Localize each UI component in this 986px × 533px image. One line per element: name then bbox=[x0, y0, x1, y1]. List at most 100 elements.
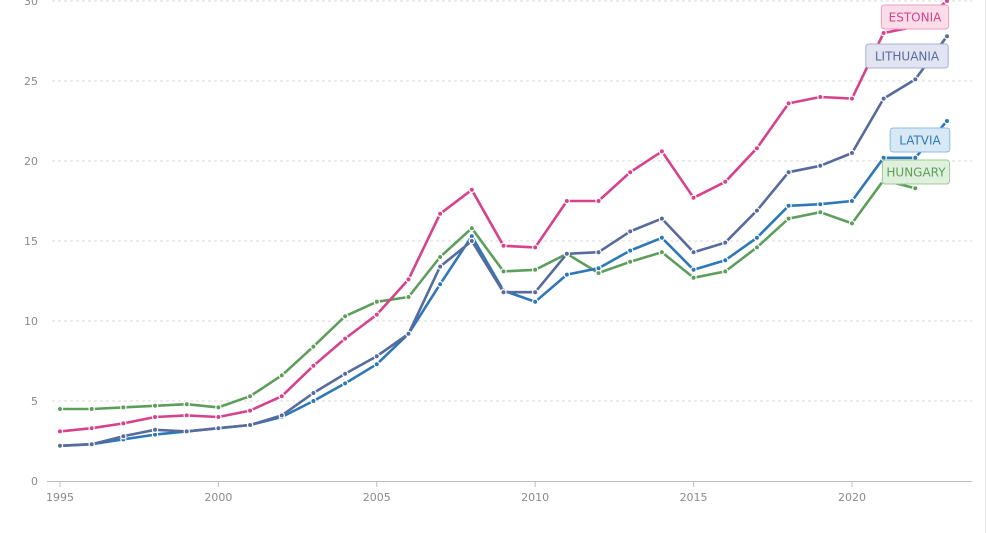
data-point[interactable] bbox=[690, 266, 697, 273]
data-point[interactable] bbox=[785, 100, 792, 107]
data-point[interactable] bbox=[436, 281, 444, 288]
data-point[interactable] bbox=[785, 202, 792, 209]
data-point[interactable] bbox=[310, 389, 317, 397]
data-point[interactable] bbox=[183, 412, 190, 419]
data-point[interactable] bbox=[658, 248, 666, 256]
data-point[interactable] bbox=[690, 248, 697, 256]
data-point[interactable] bbox=[500, 289, 507, 296]
data-point[interactable] bbox=[310, 343, 317, 350]
data-point[interactable] bbox=[278, 393, 285, 400]
data-point[interactable] bbox=[373, 311, 380, 318]
data-point[interactable] bbox=[912, 76, 919, 83]
data-point[interactable] bbox=[627, 168, 634, 176]
data-point[interactable] bbox=[880, 95, 887, 102]
data-point[interactable] bbox=[848, 197, 856, 205]
data-point[interactable] bbox=[215, 425, 222, 432]
data-point[interactable] bbox=[943, 33, 951, 40]
data-point[interactable] bbox=[88, 425, 95, 432]
data-point[interactable] bbox=[627, 258, 634, 265]
data-point[interactable] bbox=[215, 404, 222, 411]
data-point[interactable] bbox=[848, 149, 856, 157]
data-point[interactable] bbox=[151, 413, 159, 421]
data-point[interactable] bbox=[563, 250, 571, 257]
data-point[interactable] bbox=[341, 370, 349, 377]
data-point[interactable] bbox=[627, 228, 634, 235]
data-point[interactable] bbox=[722, 268, 729, 275]
data-point[interactable] bbox=[120, 404, 127, 411]
data-point[interactable] bbox=[341, 313, 349, 320]
data-point[interactable] bbox=[722, 257, 729, 264]
data-point[interactable] bbox=[405, 330, 412, 337]
data-point[interactable] bbox=[56, 428, 64, 435]
data-point[interactable] bbox=[817, 162, 824, 169]
data-point[interactable] bbox=[912, 184, 919, 192]
data-point[interactable] bbox=[436, 210, 444, 217]
data-point[interactable] bbox=[531, 266, 539, 273]
data-point[interactable] bbox=[595, 197, 602, 205]
data-point[interactable] bbox=[405, 293, 412, 301]
data-point[interactable] bbox=[436, 263, 444, 270]
data-point[interactable] bbox=[373, 298, 380, 305]
data-point[interactable] bbox=[341, 335, 349, 342]
data-point[interactable] bbox=[817, 200, 824, 208]
data-point[interactable] bbox=[785, 168, 792, 176]
data-point[interactable] bbox=[943, 117, 951, 125]
data-point[interactable] bbox=[310, 362, 317, 369]
data-point[interactable] bbox=[468, 224, 476, 232]
data-point[interactable] bbox=[278, 372, 285, 379]
data-point[interactable] bbox=[215, 413, 222, 421]
data-point[interactable] bbox=[817, 208, 824, 216]
data-point[interactable] bbox=[658, 215, 666, 222]
y-tick-label: 10 bbox=[24, 315, 38, 328]
data-point[interactable] bbox=[848, 95, 856, 102]
data-point[interactable] bbox=[690, 194, 697, 201]
data-point[interactable] bbox=[151, 426, 159, 433]
data-point[interactable] bbox=[183, 428, 190, 435]
data-point[interactable] bbox=[785, 215, 792, 222]
data-point[interactable] bbox=[627, 247, 634, 254]
data-point[interactable] bbox=[278, 412, 285, 419]
data-point[interactable] bbox=[722, 178, 729, 185]
data-point[interactable] bbox=[500, 268, 507, 275]
data-point[interactable] bbox=[246, 393, 254, 400]
data-point[interactable] bbox=[531, 289, 539, 296]
data-point[interactable] bbox=[500, 242, 507, 249]
data-point[interactable] bbox=[817, 93, 824, 101]
data-point[interactable] bbox=[151, 402, 159, 409]
data-point[interactable] bbox=[880, 29, 887, 37]
data-point[interactable] bbox=[658, 234, 666, 241]
data-point[interactable] bbox=[405, 276, 412, 283]
data-point[interactable] bbox=[531, 244, 539, 251]
data-point[interactable] bbox=[341, 380, 349, 387]
data-point[interactable] bbox=[690, 274, 697, 281]
data-point[interactable] bbox=[531, 298, 539, 305]
data-point[interactable] bbox=[436, 253, 444, 261]
data-point[interactable] bbox=[88, 405, 95, 413]
data-point[interactable] bbox=[595, 248, 602, 256]
data-point[interactable] bbox=[753, 144, 761, 152]
data-point[interactable] bbox=[56, 442, 64, 449]
data-point[interactable] bbox=[753, 244, 761, 251]
data-point[interactable] bbox=[88, 441, 95, 448]
data-point[interactable] bbox=[120, 420, 127, 427]
data-point[interactable] bbox=[848, 220, 856, 227]
data-point[interactable] bbox=[753, 234, 761, 241]
data-point[interactable] bbox=[943, 0, 951, 5]
data-point[interactable] bbox=[563, 271, 571, 278]
data-point[interactable] bbox=[468, 237, 476, 245]
data-point[interactable] bbox=[563, 197, 571, 205]
data-point[interactable] bbox=[183, 401, 190, 408]
data-point[interactable] bbox=[658, 148, 666, 155]
data-point[interactable] bbox=[595, 265, 602, 272]
data-point[interactable] bbox=[373, 361, 380, 368]
data-point[interactable] bbox=[56, 405, 64, 413]
data-point[interactable] bbox=[468, 186, 476, 193]
data-point[interactable] bbox=[246, 407, 254, 414]
data-point[interactable] bbox=[310, 397, 317, 405]
data-point[interactable] bbox=[246, 421, 254, 429]
data-point[interactable] bbox=[753, 207, 761, 214]
data-point[interactable] bbox=[373, 353, 380, 360]
data-point[interactable] bbox=[722, 239, 729, 246]
series-label-box bbox=[880, 4, 950, 30]
data-point[interactable] bbox=[120, 433, 127, 440]
